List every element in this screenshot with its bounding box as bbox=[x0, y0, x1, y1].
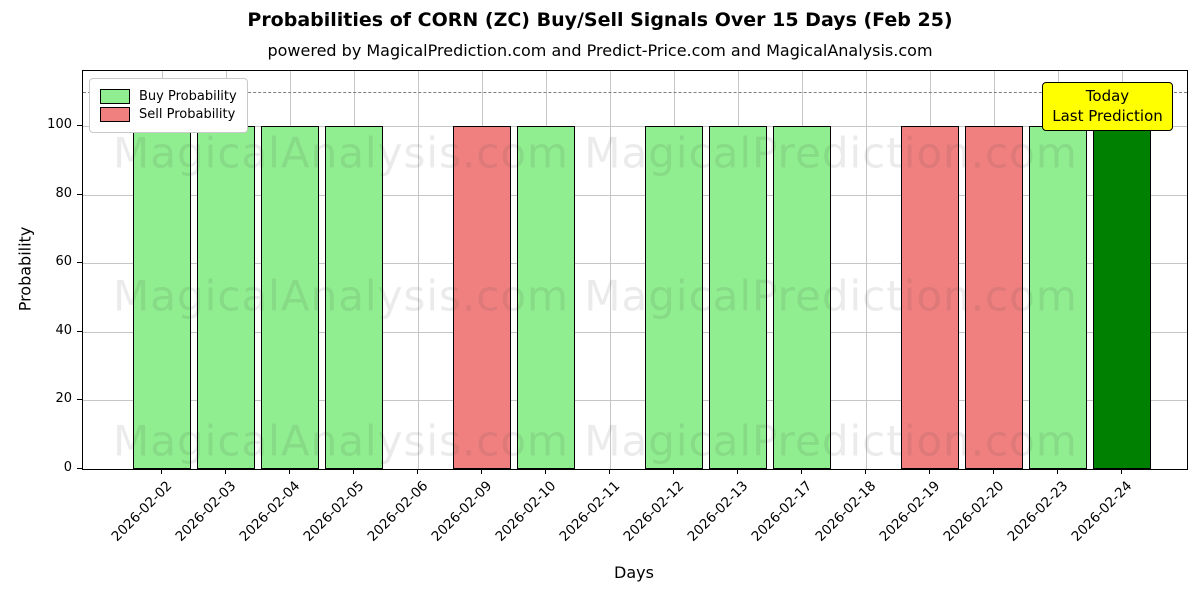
bar-2026-02-12 bbox=[645, 125, 703, 469]
legend-item-buy: Buy Probability bbox=[100, 89, 237, 104]
bar-2026-02-17 bbox=[773, 125, 831, 469]
y-tick-mark bbox=[77, 193, 82, 195]
gridline-horizontal bbox=[83, 400, 1187, 402]
bar-2026-02-10 bbox=[517, 125, 575, 469]
x-tick-mark bbox=[1121, 469, 1122, 474]
watermark-text: MagicalPrediction.com bbox=[584, 416, 1078, 466]
legend-label-sell: Sell Probability bbox=[139, 107, 236, 122]
y-tick-label: 40 bbox=[55, 322, 72, 338]
y-tick-mark bbox=[77, 330, 82, 332]
x-axis-label: Days bbox=[614, 563, 654, 582]
x-tick-mark bbox=[545, 469, 546, 474]
x-tick-mark bbox=[929, 469, 930, 474]
x-tick-mark bbox=[1057, 469, 1058, 474]
y-tick-mark bbox=[77, 124, 82, 126]
chart-title: Probabilities of CORN (ZC) Buy/Sell Sign… bbox=[247, 9, 953, 31]
bar-2026-02-03 bbox=[197, 125, 255, 469]
x-tick-mark bbox=[161, 469, 162, 474]
today-annotation-line2: Last Prediction bbox=[1052, 107, 1163, 126]
gridline-vertical bbox=[610, 71, 611, 469]
y-tick-label: 0 bbox=[63, 460, 72, 475]
legend: Buy Probability Sell Probability bbox=[89, 78, 248, 133]
legend-label-buy: Buy Probability bbox=[139, 89, 237, 104]
buy-swatch-icon bbox=[100, 89, 130, 104]
x-tick-mark bbox=[673, 469, 674, 474]
today-annotation: Today Last Prediction bbox=[1042, 82, 1173, 131]
watermark-text: MagicalPrediction.com bbox=[584, 271, 1078, 321]
x-tick-mark bbox=[225, 469, 226, 474]
bar-2026-02-09 bbox=[453, 125, 511, 469]
watermark-text: MagicalAnalysis.com bbox=[113, 271, 569, 321]
x-tick-mark bbox=[609, 469, 610, 474]
gridline-horizontal bbox=[83, 125, 1187, 127]
x-tick-mark bbox=[353, 469, 354, 474]
watermark-text: MagicalAnalysis.com bbox=[113, 416, 569, 466]
sell-swatch-icon bbox=[100, 107, 130, 122]
bar-2026-02-23 bbox=[1029, 125, 1087, 469]
gridline-horizontal bbox=[83, 331, 1187, 333]
threshold-dashed-line bbox=[83, 91, 1187, 93]
watermark-text: MagicalAnalysis.com bbox=[113, 128, 569, 178]
y-tick-label: 80 bbox=[55, 185, 72, 201]
y-tick-label: 100 bbox=[47, 116, 72, 132]
legend-item-sell: Sell Probability bbox=[100, 107, 237, 122]
bar-2026-02-19 bbox=[901, 125, 959, 469]
gridline-horizontal bbox=[83, 194, 1187, 196]
bar-2026-02-24 bbox=[1093, 125, 1151, 469]
gridline-horizontal bbox=[83, 263, 1187, 265]
bar-2026-02-04 bbox=[261, 125, 319, 469]
gridline-vertical bbox=[418, 71, 419, 469]
x-tick-mark bbox=[993, 469, 994, 474]
watermark-text: MagicalPrediction.com bbox=[584, 128, 1078, 178]
y-tick-label: 60 bbox=[55, 254, 72, 270]
bar-2026-02-20 bbox=[965, 125, 1023, 469]
chart-subtitle: powered by MagicalPrediction.com and Pre… bbox=[267, 41, 933, 60]
x-tick-mark bbox=[737, 469, 738, 474]
y-tick-mark bbox=[77, 468, 82, 469]
x-tick-mark bbox=[801, 469, 802, 474]
x-tick-mark bbox=[481, 469, 482, 474]
today-annotation-line1: Today bbox=[1085, 87, 1130, 105]
y-tick-mark bbox=[77, 262, 82, 264]
y-tick-mark bbox=[77, 399, 82, 401]
y-tick-label: 20 bbox=[55, 391, 72, 407]
plot-area: Buy Probability Sell Probability Today L… bbox=[82, 70, 1188, 470]
bar-2026-02-05 bbox=[325, 125, 383, 469]
x-tick-mark bbox=[865, 469, 866, 474]
bar-2026-02-13 bbox=[709, 125, 767, 469]
x-tick-mark bbox=[289, 469, 290, 474]
gridline-vertical bbox=[866, 71, 867, 469]
x-tick-mark bbox=[417, 469, 418, 474]
